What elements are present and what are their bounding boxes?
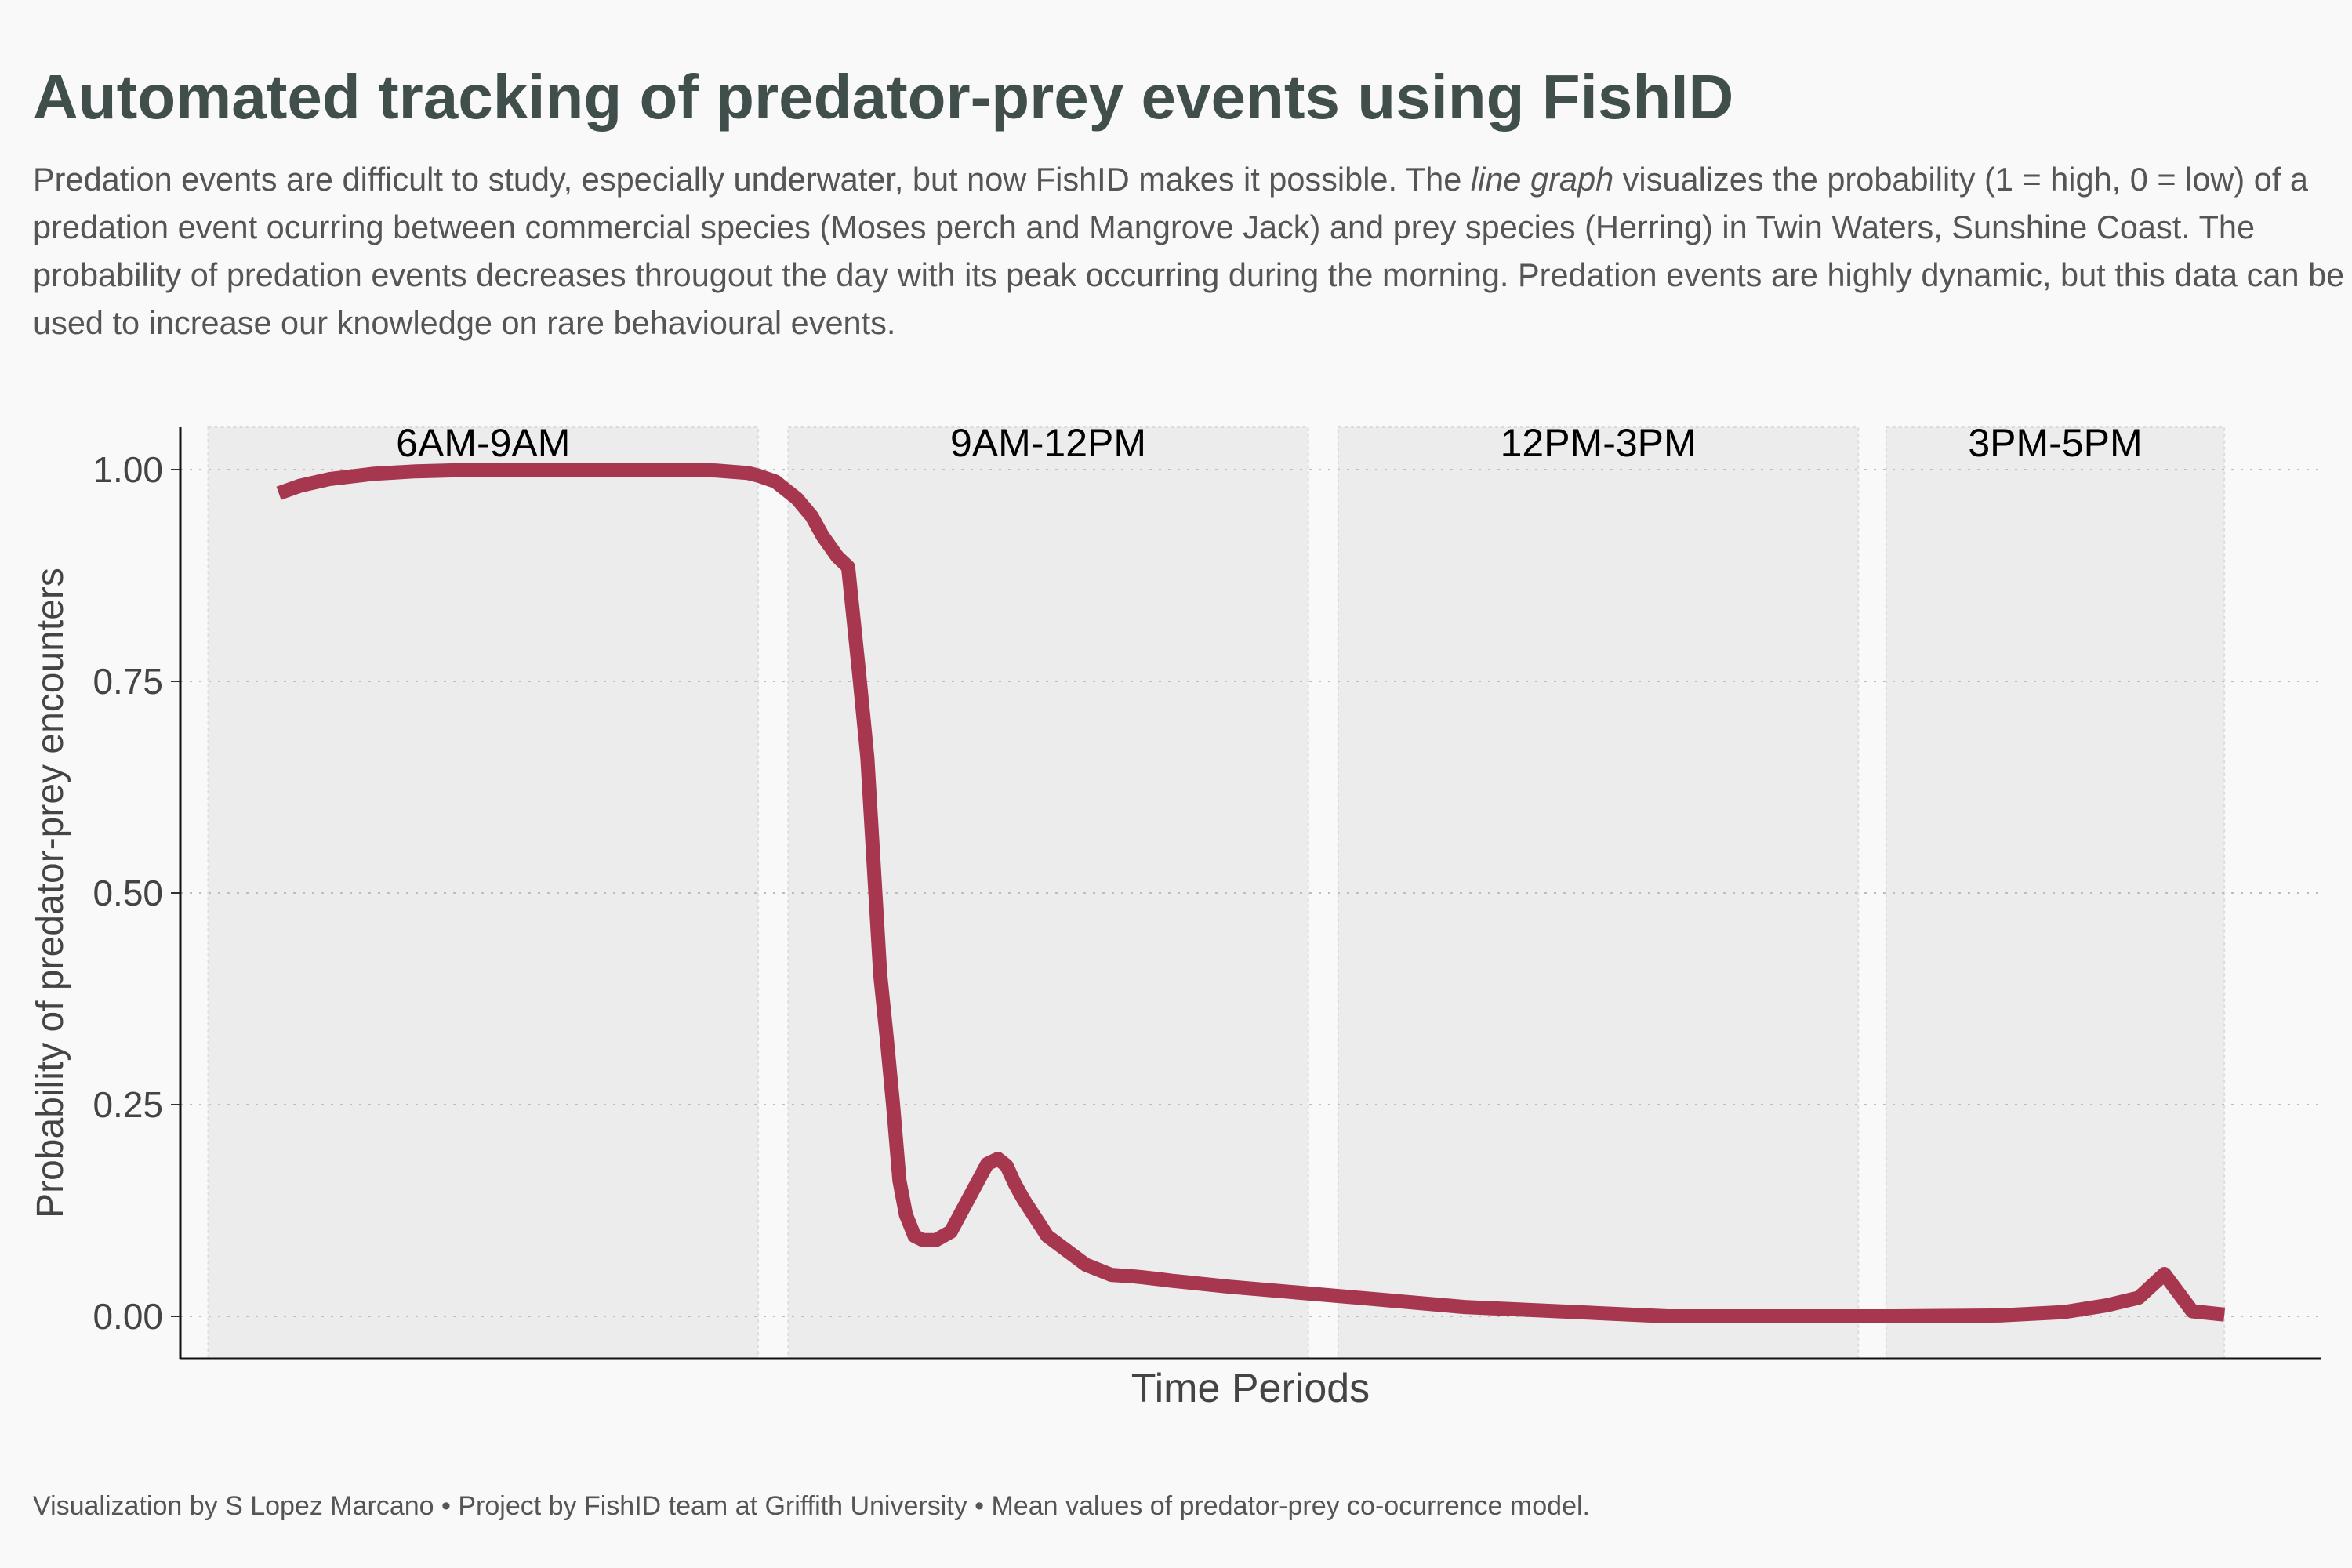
y-axis-label: Probability of predator-prey encounters [30,568,71,1218]
period-labels: 6AM-9AM 9AM-12PM 12PM-3PM 3PM-5PM [396,421,2142,465]
y-tick-label: 0.25 [93,1084,163,1125]
period-label: 3PM-5PM [1968,421,2142,465]
series [276,463,2226,1323]
chart-subtitle: Predation events are difficult to study,… [33,155,2346,347]
x-axis-label: Time Periods [1131,1366,1370,1411]
probability-line [276,463,2226,1323]
y-tick-label: 0.75 [93,661,163,702]
period-band [1885,426,2226,1359]
period-band [787,426,1309,1359]
subtitle-emphasis: line graph [1470,161,1614,198]
gridlines [171,469,2321,1317]
period-label: 6AM-9AM [396,421,570,465]
axes [179,427,2321,1360]
y-tick-label: 1.00 [93,449,163,490]
chart-title: Automated tracking of predator-prey even… [33,62,1734,132]
subtitle-text-start: Predation events are difficult to study,… [33,161,1471,198]
period-bands [207,426,2226,1359]
subtitle-text-end: visualizes the probability (1 = high, 0 … [33,161,2345,341]
chart-caption: Visualization by S Lopez Marcano • Proje… [33,1491,1590,1521]
period-label: 9AM-12PM [950,421,1146,465]
y-tick-label: 0.50 [93,873,163,913]
period-label: 12PM-3PM [1501,421,1697,465]
y-tick-labels: 0.00 0.25 0.50 0.75 1.00 [93,449,163,1337]
y-tick-label: 0.00 [93,1296,163,1337]
